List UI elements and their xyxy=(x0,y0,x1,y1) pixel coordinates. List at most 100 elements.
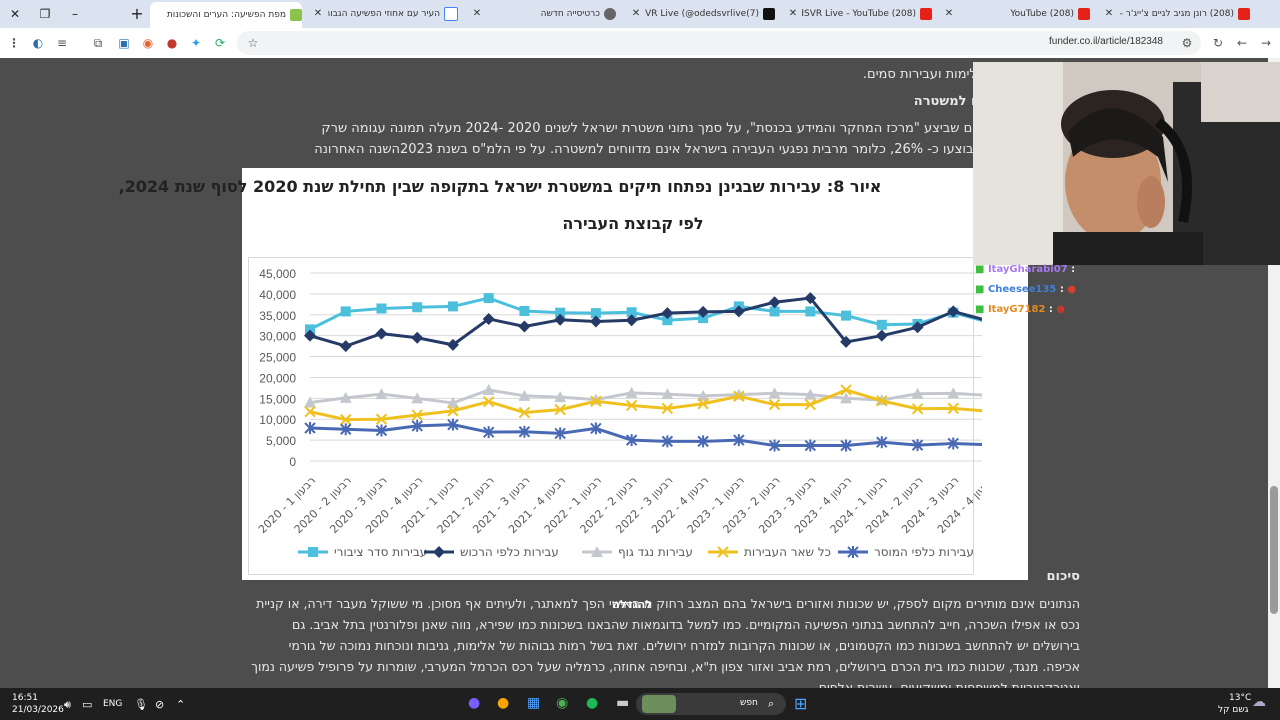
data-point xyxy=(482,312,495,325)
series-line xyxy=(309,388,982,422)
data-point xyxy=(840,439,852,452)
series-line xyxy=(309,423,982,448)
extension-icon[interactable]: ✦ xyxy=(190,36,202,50)
article-text-line: עולה מעיבוד הנתונים שביצע "מרכז המחקר וה… xyxy=(321,121,1080,136)
article-text-line: אכיפה. מנגד, שכונות כמו בית הכרם בירושלי… xyxy=(251,659,1080,674)
data-point xyxy=(375,424,388,437)
tab-new[interactable]: כרטיסייה חדשה xyxy=(490,3,616,25)
data-point xyxy=(590,422,602,435)
chart-figure[interactable] xyxy=(242,168,1028,580)
search-highlight-image xyxy=(642,695,676,713)
notifications-off-icon[interactable]: ⊘ xyxy=(155,698,165,711)
data-point xyxy=(733,390,745,402)
minimize-window-icon[interactable]: – xyxy=(72,7,78,21)
tab-crime-city[interactable]: העיר עם אחוזי הפשיעה הגבוה xyxy=(328,3,458,25)
tab-tiktok[interactable]: (7)OdedSVR Live (@odedsvrlive xyxy=(645,3,775,25)
clock-time[interactable]: 16:51 xyxy=(12,693,38,703)
site-settings-icon[interactable]: ⚙ xyxy=(1181,36,1193,50)
extension-icon[interactable]: ◐ xyxy=(32,36,44,50)
app-icon[interactable]: ● xyxy=(497,695,510,711)
spotify-app-icon[interactable]: ● xyxy=(586,695,599,711)
windows-taskbar: 16:51 21/03/2026 🔊︎ ▭ ENG 🎙︎ ⊘ ⌃ ● ● ▦ ◉… xyxy=(0,688,1280,720)
data-point xyxy=(804,388,817,400)
weather-temp[interactable]: 13°C xyxy=(1229,693,1252,703)
tab-youtube-live[interactable]: (208) OdedSVR Live - YouTube xyxy=(802,3,932,25)
youtube-favicon-icon xyxy=(1238,7,1250,20)
chevron-up-icon[interactable]: ⌃ xyxy=(176,698,186,711)
chrome-app-icon[interactable]: ◉ xyxy=(556,695,569,711)
microphone-icon[interactable]: 🎙︎ xyxy=(134,698,148,711)
file-explorer-icon[interactable]: ▬ xyxy=(616,695,630,711)
taskbar-search[interactable]: חפש ⌕ xyxy=(636,693,786,715)
chart-svg: 0 5,000 10,000 15,000 20,000 25,000 30,000 35,0… xyxy=(256,267,982,559)
tab-close-icon[interactable]: ✕ xyxy=(788,8,798,19)
url-text[interactable]: funder.co.il/article/182348 xyxy=(1049,36,1163,47)
y-tick-label: 40,000 xyxy=(259,288,296,302)
new-tab-icon[interactable]: + xyxy=(130,4,144,23)
data-point xyxy=(841,310,852,321)
data-point xyxy=(590,395,602,407)
forward-icon[interactable]: → xyxy=(1260,36,1272,50)
enlarge-label[interactable]: להגדלה xyxy=(612,598,652,611)
back-icon[interactable]: ← xyxy=(1236,36,1248,50)
y-tick-label: 0 xyxy=(289,455,296,469)
extension-icon[interactable]: ▣ xyxy=(118,36,130,50)
data-point xyxy=(733,434,745,447)
weather-cloud-icon[interactable]: ☁ xyxy=(1252,694,1266,710)
data-point xyxy=(847,546,859,558)
data-point xyxy=(661,402,674,415)
search-icon: ⌕ xyxy=(768,697,775,710)
emote-icon: ● xyxy=(1067,284,1077,295)
data-point xyxy=(375,388,388,400)
bookmark-star-icon[interactable]: ☆ xyxy=(247,36,259,50)
extension-icon[interactable]: ◉ xyxy=(142,36,154,50)
network-icon[interactable]: ▭ xyxy=(82,698,93,711)
data-point xyxy=(304,396,316,408)
discord-app-icon[interactable]: ● xyxy=(468,695,481,711)
address-bar[interactable]: ☆ funder.co.il/article/182348 ⚙ xyxy=(237,31,1201,55)
language-indicator[interactable]: ENG xyxy=(103,699,123,709)
close-window-icon[interactable]: ✕ xyxy=(9,7,21,21)
scrollbar-thumb[interactable] xyxy=(1270,486,1278,614)
tab-close-icon[interactable]: ✕ xyxy=(472,8,482,19)
tab-close-icon[interactable]: ✕ xyxy=(1104,8,1114,19)
extension-icon[interactable]: ≡ xyxy=(56,36,68,50)
data-point xyxy=(375,327,388,340)
data-point xyxy=(947,305,960,318)
legend-label: עבירות כלפי הרכוש xyxy=(460,545,559,559)
weather-text[interactable]: גשם קל xyxy=(1218,705,1249,715)
tab-youtube[interactable]: (208) YouTube xyxy=(958,3,1090,25)
volume-icon[interactable]: 🔊︎ xyxy=(64,698,71,711)
y-tick-label: 15,000 xyxy=(259,392,296,406)
data-point xyxy=(518,320,531,333)
y-tick-label: 20,000 xyxy=(259,371,296,385)
clock-date[interactable]: 21/03/2026 xyxy=(12,705,64,715)
extension-icon[interactable]: ⟳ xyxy=(214,36,226,50)
data-point xyxy=(304,405,316,418)
restore-window-icon[interactable]: ❐ xyxy=(39,7,51,21)
data-point xyxy=(840,335,853,348)
tab-crime-map[interactable]: מפת הפשיעה: הערים והשכונות xyxy=(150,2,302,28)
extensions-puzzle-icon[interactable]: ⧉ xyxy=(93,36,103,50)
data-point xyxy=(947,402,959,415)
y-tick-label: 10,000 xyxy=(259,413,296,427)
data-point xyxy=(308,547,318,557)
reload-icon[interactable]: ↻ xyxy=(1212,36,1224,50)
webcam-overlay xyxy=(973,62,1280,265)
extension-icon[interactable]: ● xyxy=(166,36,178,50)
youtube-favicon-icon xyxy=(1078,7,1090,20)
mod-badge-icon: ■ xyxy=(975,284,985,295)
windows-start-icon[interactable]: ⊞ xyxy=(794,694,808,713)
data-point xyxy=(375,413,388,425)
data-point xyxy=(697,435,709,448)
tab-close-icon[interactable]: ✕ xyxy=(313,8,323,19)
y-tick-label: 30,000 xyxy=(259,330,296,344)
tab-close-icon[interactable]: ✕ xyxy=(944,8,954,19)
data-point xyxy=(625,399,638,412)
data-point xyxy=(768,439,781,452)
menu-dots-icon[interactable]: ⋮ xyxy=(8,36,20,50)
data-point xyxy=(840,384,852,396)
app-grid-icon[interactable]: ▦ xyxy=(527,695,541,711)
tab-youtube-ronen[interactable]: (208) רונן מגיב לגיים צ'ייג'ר - פ xyxy=(1118,3,1250,25)
tab-close-icon[interactable]: ✕ xyxy=(631,8,641,19)
